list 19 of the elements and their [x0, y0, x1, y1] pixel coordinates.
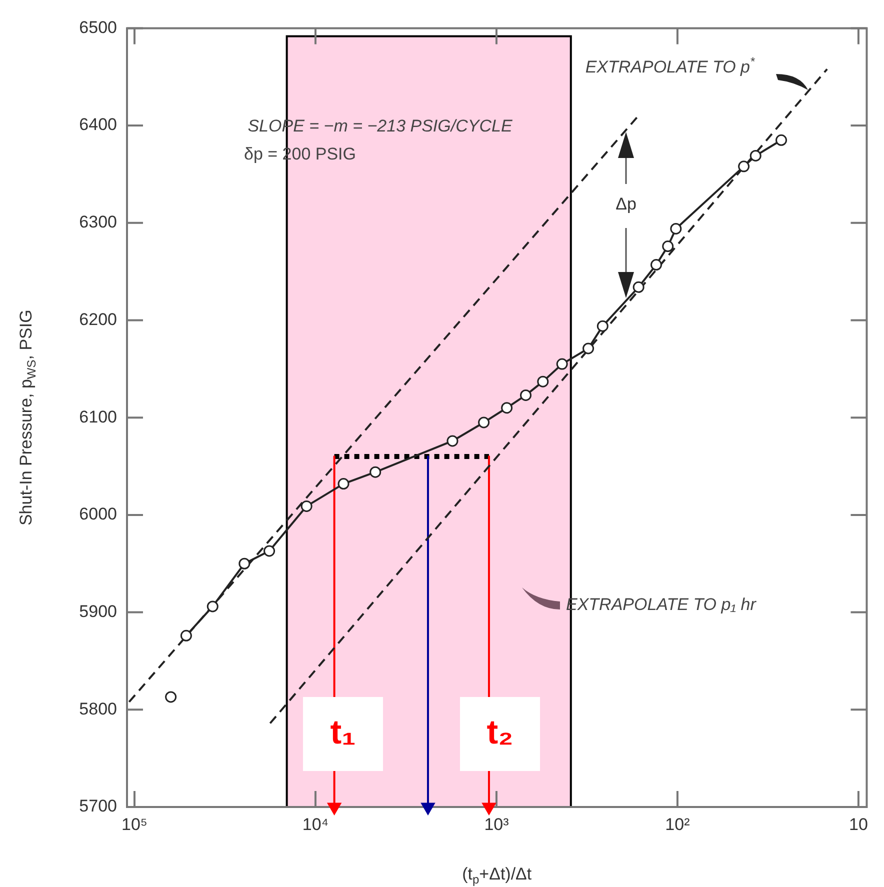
y-tick-label: 6200	[79, 310, 117, 329]
y-axis-title: Shut-In Pressure, pWS, PSIG	[16, 310, 38, 526]
annotation: Δp	[616, 194, 636, 214]
annotation: EXTRAPOLATE TO p*	[585, 54, 756, 77]
x-tick-label: 10	[848, 814, 868, 834]
y-tick-label: 6400	[79, 115, 117, 134]
x-tick-label: 10³	[484, 814, 510, 834]
annotation: t₂	[486, 713, 514, 752]
x-tick-label: 10²	[665, 814, 690, 834]
y-tick-label: 5900	[79, 602, 117, 621]
y-tick-label: 6300	[79, 212, 117, 232]
y-tick-label: 5800	[79, 699, 117, 718]
y-tick-label: 6500	[79, 18, 117, 37]
y-tick-label: 5700	[79, 796, 117, 816]
annotation: t₁	[330, 713, 356, 752]
x-tick-label: 10⁵	[122, 814, 148, 834]
x-tick-label: 10⁴	[302, 814, 329, 834]
y-tick-label: 6100	[79, 407, 117, 426]
y-tick-label: 6000	[79, 504, 117, 524]
